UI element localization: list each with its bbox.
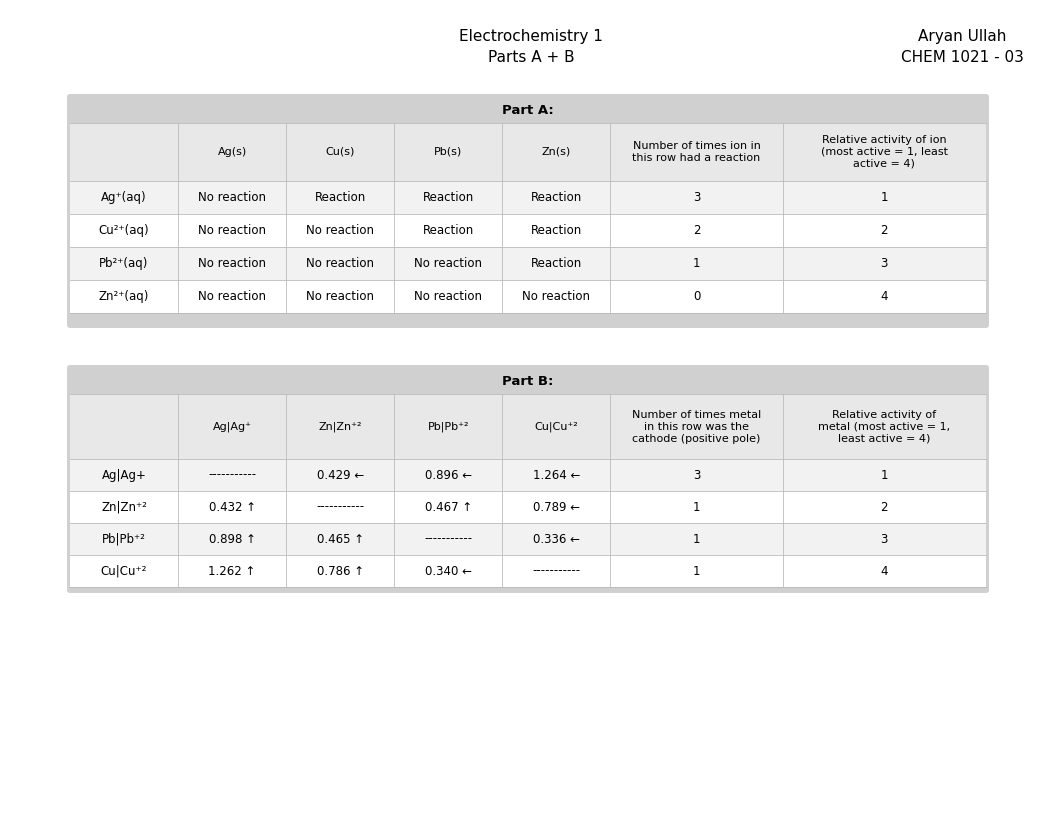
Text: Aryan Ullah
CHEM 1021 - 03: Aryan Ullah CHEM 1021 - 03 [901, 29, 1024, 65]
Bar [70, 491, 986, 523]
Bar [70, 181, 986, 214]
Text: Cu|Cu⁺²: Cu|Cu⁺² [534, 421, 579, 432]
Text: Relative activity of ion
(most active = 1, least
active = 4): Relative activity of ion (most active = … [821, 135, 947, 169]
Text: Part B:: Part B: [502, 375, 553, 387]
FancyBboxPatch shape [67, 94, 989, 328]
Text: 3: 3 [692, 191, 700, 204]
Text: Number of times metal
in this row was the
cathode (positive pole): Number of times metal in this row was th… [632, 409, 761, 444]
Text: -----------: ----------- [424, 533, 473, 546]
Text: Reaction: Reaction [423, 224, 474, 237]
Text: Relative activity of
metal (most active = 1,
least active = 4): Relative activity of metal (most active … [818, 409, 950, 444]
Text: Zn(s): Zn(s) [542, 147, 571, 157]
Text: 0.465 ↑: 0.465 ↑ [316, 533, 364, 546]
Text: No reaction: No reaction [199, 290, 267, 303]
Text: 4: 4 [880, 565, 888, 578]
Text: Number of times ion in
this row had a reaction: Number of times ion in this row had a re… [632, 141, 760, 163]
Text: 0.896 ←: 0.896 ← [425, 469, 472, 482]
Bar [70, 123, 986, 181]
Text: Reaction: Reaction [423, 191, 474, 204]
Text: Ag|Ag⁺: Ag|Ag⁺ [212, 421, 252, 432]
Text: 3: 3 [692, 469, 700, 482]
FancyBboxPatch shape [67, 365, 989, 593]
Text: Cu(s): Cu(s) [326, 147, 355, 157]
Text: 2: 2 [692, 224, 700, 237]
Text: No reaction: No reaction [306, 224, 374, 237]
Text: Reaction: Reaction [531, 191, 582, 204]
Bar [70, 280, 986, 313]
Text: Pb(s): Pb(s) [434, 147, 462, 157]
Text: 1: 1 [692, 565, 700, 578]
Text: 3: 3 [880, 533, 888, 546]
Bar [70, 214, 986, 247]
Bar [70, 459, 986, 491]
Text: No reaction: No reaction [199, 224, 267, 237]
Text: No reaction: No reaction [306, 257, 374, 270]
Text: 1: 1 [880, 469, 888, 482]
Text: Part A:: Part A: [502, 104, 554, 117]
Text: 0.467 ↑: 0.467 ↑ [425, 501, 472, 514]
Text: 0.898 ↑: 0.898 ↑ [208, 533, 256, 546]
Text: -----------: ----------- [532, 565, 581, 578]
Text: Zn|Zn⁺²: Zn|Zn⁺² [101, 501, 147, 514]
Text: -----------: ----------- [208, 469, 256, 482]
Text: Reaction: Reaction [531, 224, 582, 237]
Text: 1.262 ↑: 1.262 ↑ [208, 565, 256, 578]
Text: 2: 2 [880, 224, 888, 237]
Text: Electrochemistry 1
Parts A + B: Electrochemistry 1 Parts A + B [459, 29, 603, 65]
Bar [70, 555, 986, 587]
Text: Ag|Ag+: Ag|Ag+ [102, 469, 147, 482]
Text: Reaction: Reaction [314, 191, 365, 204]
Text: Pb²⁺(aq): Pb²⁺(aq) [100, 257, 149, 270]
Text: No reaction: No reaction [199, 257, 267, 270]
Bar [70, 394, 986, 459]
Text: Zn|Zn⁺²: Zn|Zn⁺² [319, 421, 362, 432]
Text: No reaction: No reaction [306, 290, 374, 303]
Text: Ag(s): Ag(s) [218, 147, 246, 157]
Text: No reaction: No reaction [414, 257, 482, 270]
Text: 4: 4 [880, 290, 888, 303]
Text: Ag⁺(aq): Ag⁺(aq) [101, 191, 147, 204]
Text: 0.340 ←: 0.340 ← [425, 565, 472, 578]
Text: 1: 1 [880, 191, 888, 204]
Text: 0: 0 [692, 290, 700, 303]
Text: No reaction: No reaction [414, 290, 482, 303]
Text: No reaction: No reaction [523, 290, 590, 303]
Text: 0.432 ↑: 0.432 ↑ [208, 501, 256, 514]
Text: Pb|Pb⁺²: Pb|Pb⁺² [102, 533, 145, 546]
Text: No reaction: No reaction [199, 191, 267, 204]
Text: -----------: ----------- [316, 501, 364, 514]
Text: 0.336 ←: 0.336 ← [533, 533, 580, 546]
Text: 0.789 ←: 0.789 ← [533, 501, 580, 514]
Text: Reaction: Reaction [531, 257, 582, 270]
Text: 0.429 ←: 0.429 ← [316, 469, 364, 482]
Bar [70, 523, 986, 555]
Text: Pb|Pb⁺²: Pb|Pb⁺² [428, 421, 469, 432]
Text: Zn²⁺(aq): Zn²⁺(aq) [99, 290, 150, 303]
Text: 1: 1 [692, 533, 700, 546]
Text: 3: 3 [880, 257, 888, 270]
Text: 1.264 ←: 1.264 ← [533, 469, 580, 482]
Text: Cu²⁺(aq): Cu²⁺(aq) [99, 224, 150, 237]
Text: 0.786 ↑: 0.786 ↑ [316, 565, 364, 578]
Text: Cu|Cu⁺²: Cu|Cu⁺² [101, 565, 148, 578]
Text: 2: 2 [880, 501, 888, 514]
Bar [70, 247, 986, 280]
Text: 1: 1 [692, 501, 700, 514]
Text: 1: 1 [692, 257, 700, 270]
